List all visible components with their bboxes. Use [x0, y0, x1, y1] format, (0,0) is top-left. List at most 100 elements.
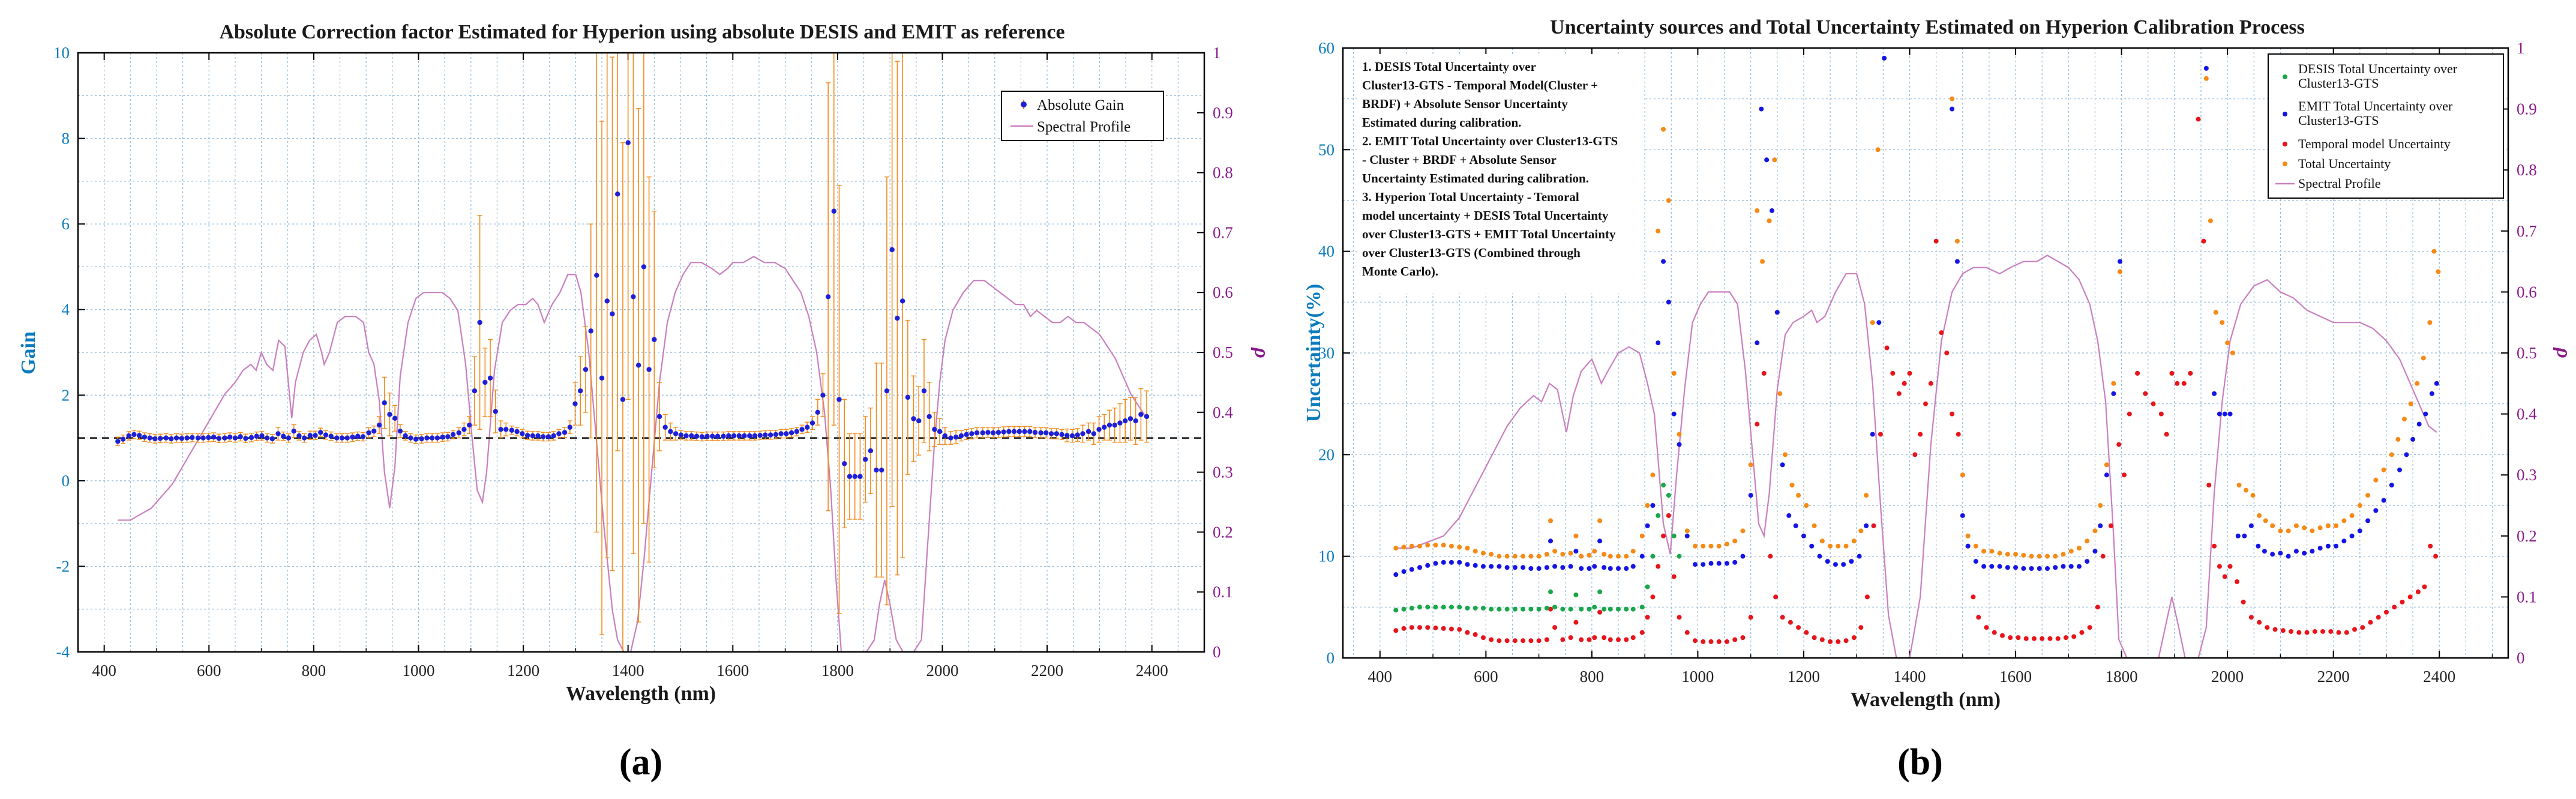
y-tick-label: 10 — [53, 44, 70, 62]
gain-point — [1054, 431, 1060, 436]
total-uncertainty-point — [2085, 538, 2090, 544]
total-uncertainty-point — [1587, 552, 1592, 558]
gain-point — [264, 435, 270, 441]
panel-a-xlabel: Wavelength (nm) — [566, 683, 716, 705]
emit-total-uncertainty-over-cluster13-gts-point — [2381, 498, 2386, 503]
temporal-model-uncertainty-point — [1999, 633, 2005, 638]
total-uncertainty-point — [1965, 533, 1971, 538]
gain-point — [281, 433, 286, 439]
temporal-model-uncertainty-point — [2047, 636, 2053, 641]
total-uncertainty-point — [1602, 552, 1607, 557]
emit-total-uncertainty-over-cluster13-gts-point — [1552, 564, 1558, 569]
x-tick-label: 2400 — [2423, 668, 2455, 686]
legend-desis-label: DESIS Total Uncertainty over — [2298, 61, 2458, 76]
emit-total-uncertainty-over-cluster13-gts-point — [1748, 493, 1753, 498]
gain-point — [445, 434, 451, 439]
gain-point — [1022, 429, 1027, 435]
temporal-model-uncertainty-point — [2368, 620, 2373, 625]
gain-point — [788, 430, 794, 436]
gain-point — [291, 428, 296, 434]
temporal-model-uncertainty-point — [2336, 630, 2341, 635]
total-uncertainty-point — [2104, 462, 2109, 468]
emit-total-uncertainty-over-cluster13-gts-point — [1592, 564, 1597, 569]
total-uncertainty-point — [1724, 541, 1729, 547]
gain-point — [344, 435, 350, 441]
total-uncertainty-point — [2098, 503, 2103, 508]
temporal-model-uncertainty-point — [1497, 638, 1502, 644]
total-uncertainty-point — [1645, 503, 1650, 508]
temporal-model-uncertainty-point — [1902, 381, 1907, 386]
temporal-model-uncertainty-point — [2312, 629, 2317, 634]
gain-point — [683, 433, 689, 439]
gain-point — [1122, 418, 1128, 424]
total-uncertainty-point — [1973, 543, 1978, 549]
emit-total-uncertainty-over-cluster13-gts-point — [1989, 564, 1995, 569]
temporal-model-uncertainty-point — [2222, 574, 2227, 579]
note-line: Cluster13-GTS - Temporal Model(Cluster + — [1362, 78, 1598, 92]
emit-total-uncertainty-over-cluster13-gts-point — [2076, 564, 2082, 569]
temporal-model-uncertainty-point — [1864, 594, 1870, 600]
note-line: BRDF) + Absolute Sensor Uncertainty — [1362, 97, 1568, 111]
desis-total-uncertainty-over-cluster13-gts-point — [1645, 584, 1650, 589]
total-uncertainty-point — [2220, 320, 2225, 325]
emit-total-uncertainty-over-cluster13-gts-point — [1954, 259, 1960, 264]
gain-point — [1085, 429, 1091, 435]
gain-point — [926, 414, 932, 420]
gain-point — [318, 430, 323, 435]
emit-total-uncertainty-over-cluster13-gts-point — [2061, 564, 2066, 569]
gain-point — [157, 436, 163, 441]
emit-total-uncertainty-over-cluster13-gts-point — [1573, 549, 1579, 554]
temporal-model-uncertainty-point — [2328, 629, 2334, 634]
temporal-model-uncertainty-point — [1528, 638, 1534, 644]
emit-total-uncertainty-over-cluster13-gts-point — [1473, 562, 1478, 568]
temporal-model-uncertainty-point — [1788, 620, 1793, 625]
temporal-model-uncertainty-point — [1661, 533, 1666, 538]
total-uncertainty-point — [2389, 452, 2394, 457]
temporal-model-uncertainty-point — [2031, 636, 2037, 641]
gain-point — [136, 433, 142, 438]
emit-total-uncertainty-over-cluster13-gts-point — [1441, 559, 1446, 565]
emit-total-uncertainty-over-cluster13-gts-point — [1624, 565, 1629, 571]
emit-total-uncertainty-over-cluster13-gts-point — [1497, 564, 1502, 569]
temporal-model-uncertainty-point — [1489, 637, 1494, 642]
gain-point — [350, 434, 355, 440]
gain-point — [1112, 422, 1117, 428]
gain-point — [493, 409, 498, 414]
total-uncertainty-point — [1671, 370, 1677, 376]
gain-point — [190, 435, 195, 441]
total-uncertainty-point — [1772, 157, 1777, 163]
emit-total-uncertainty-over-cluster13-gts-point — [2423, 411, 2428, 417]
temporal-model-uncertainty-point — [2376, 615, 2381, 620]
desis-total-uncertainty-over-cluster13-gts-point — [1417, 605, 1422, 610]
emit-total-uncertainty-over-cluster13-gts-point — [1732, 559, 1738, 565]
desis-total-uncertainty-over-cluster13-gts-point — [1552, 605, 1558, 610]
total-uncertainty-point — [2250, 493, 2256, 498]
gain-point — [142, 434, 148, 440]
gain-point — [662, 424, 668, 430]
total-uncertainty-point — [2293, 523, 2299, 528]
total-uncertainty-point — [2037, 553, 2042, 559]
total-uncertainty-point — [1512, 553, 1518, 559]
temporal-model-uncertainty-point — [2164, 432, 2169, 437]
emit-total-uncertainty-over-cluster13-gts-point — [1857, 553, 1862, 559]
temporal-model-uncertainty-point — [1918, 432, 1923, 437]
y2-tick-label: 0.5 — [2517, 344, 2537, 362]
gain-point — [763, 432, 768, 438]
x-tick-label: 800 — [302, 662, 326, 680]
gain-point — [572, 401, 578, 406]
total-uncertainty-point — [1480, 550, 1486, 556]
note-line: Estimated during calibration. — [1362, 115, 1521, 130]
emit-total-uncertainty-over-cluster13-gts-point — [2256, 543, 2261, 549]
gain-point — [588, 328, 593, 334]
legend-desis-marker — [2283, 74, 2287, 79]
gain-point — [472, 388, 478, 394]
temporal-model-uncertainty-point — [1780, 615, 1785, 620]
temporal-model-uncertainty-point — [2127, 411, 2132, 417]
gain-point — [152, 436, 158, 442]
panel-b-ticks: 400 600 800 1000 1200 1400 1600 1800 2000 2200 240… — [1318, 39, 2537, 686]
emit-total-uncertainty-over-cluster13-gts-point — [1457, 559, 1462, 565]
total-uncertainty-point — [1789, 483, 1795, 488]
desis-total-uncertainty-over-cluster13-gts-point — [1393, 608, 1399, 613]
emit-total-uncertainty-over-cluster13-gts-point — [1536, 565, 1542, 571]
gain-point — [355, 433, 361, 439]
